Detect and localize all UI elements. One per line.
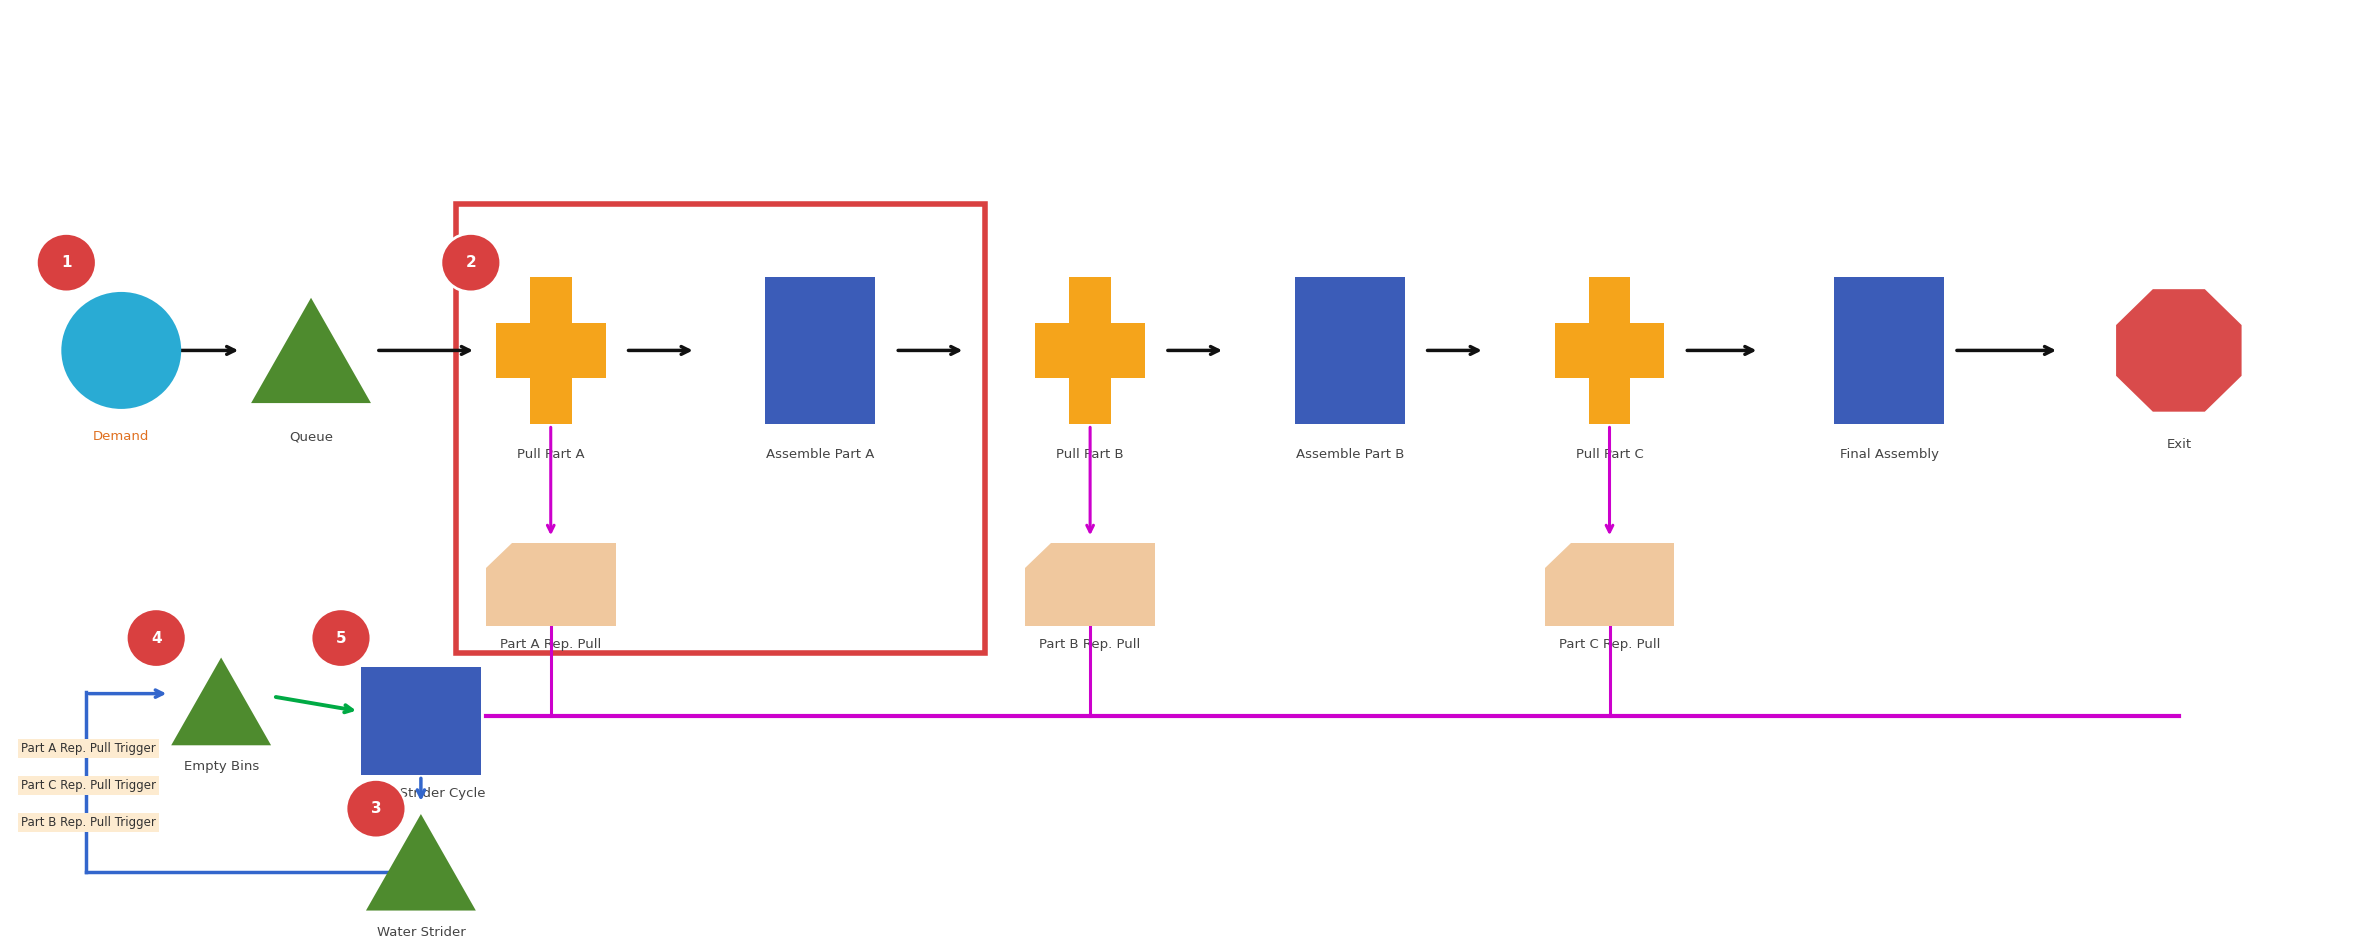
Text: Part B Rep. Pull Trigger: Part B Rep. Pull Trigger [21, 816, 157, 829]
Text: Assemble Part A: Assemble Part A [767, 448, 874, 461]
Text: Assemble Part B: Assemble Part B [1296, 448, 1403, 461]
Bar [1294, 278, 1405, 424]
Circle shape [36, 234, 97, 292]
Circle shape [347, 779, 406, 838]
Text: 2: 2 [465, 255, 477, 270]
Polygon shape [1026, 543, 1156, 626]
Polygon shape [366, 814, 475, 911]
Polygon shape [487, 543, 615, 626]
Text: Part C Rep. Pull: Part C Rep. Pull [1560, 638, 1659, 651]
Text: Part A Rep. Pull: Part A Rep. Pull [501, 638, 601, 651]
Text: 1: 1 [62, 255, 71, 270]
Text: Water Strider: Water Strider [377, 926, 465, 938]
Text: Water Strider Cycle: Water Strider Cycle [356, 787, 487, 800]
Polygon shape [171, 658, 271, 746]
Bar [1835, 278, 1944, 424]
Text: Final Assembly: Final Assembly [1840, 448, 1940, 461]
Text: 5: 5 [335, 630, 347, 645]
Bar [361, 667, 482, 775]
Polygon shape [1068, 278, 1111, 424]
Polygon shape [1588, 278, 1631, 424]
Text: Pull Part B: Pull Part B [1056, 448, 1123, 461]
Polygon shape [1545, 543, 1674, 626]
Text: Queue: Queue [290, 431, 332, 444]
Circle shape [126, 609, 185, 667]
Text: Part A Rep. Pull Trigger: Part A Rep. Pull Trigger [21, 742, 157, 755]
Text: Part C Rep. Pull Trigger: Part C Rep. Pull Trigger [21, 779, 157, 792]
Text: Demand: Demand [93, 431, 150, 444]
Circle shape [442, 234, 501, 292]
Polygon shape [496, 323, 605, 378]
Text: 4: 4 [152, 630, 161, 645]
Bar [764, 278, 876, 424]
Text: Part B Rep. Pull: Part B Rep. Pull [1040, 638, 1142, 651]
Polygon shape [1035, 323, 1144, 378]
Text: Exit: Exit [2167, 438, 2191, 451]
Text: 3: 3 [370, 801, 382, 816]
Polygon shape [529, 278, 572, 424]
Circle shape [62, 292, 180, 409]
Polygon shape [2115, 289, 2241, 412]
Polygon shape [1555, 323, 1664, 378]
Polygon shape [252, 297, 370, 403]
Text: Pull Part C: Pull Part C [1576, 448, 1643, 461]
Circle shape [311, 609, 370, 667]
Text: Empty Bins: Empty Bins [183, 760, 259, 773]
Bar [456, 204, 985, 653]
Text: Pull Part A: Pull Part A [518, 448, 584, 461]
